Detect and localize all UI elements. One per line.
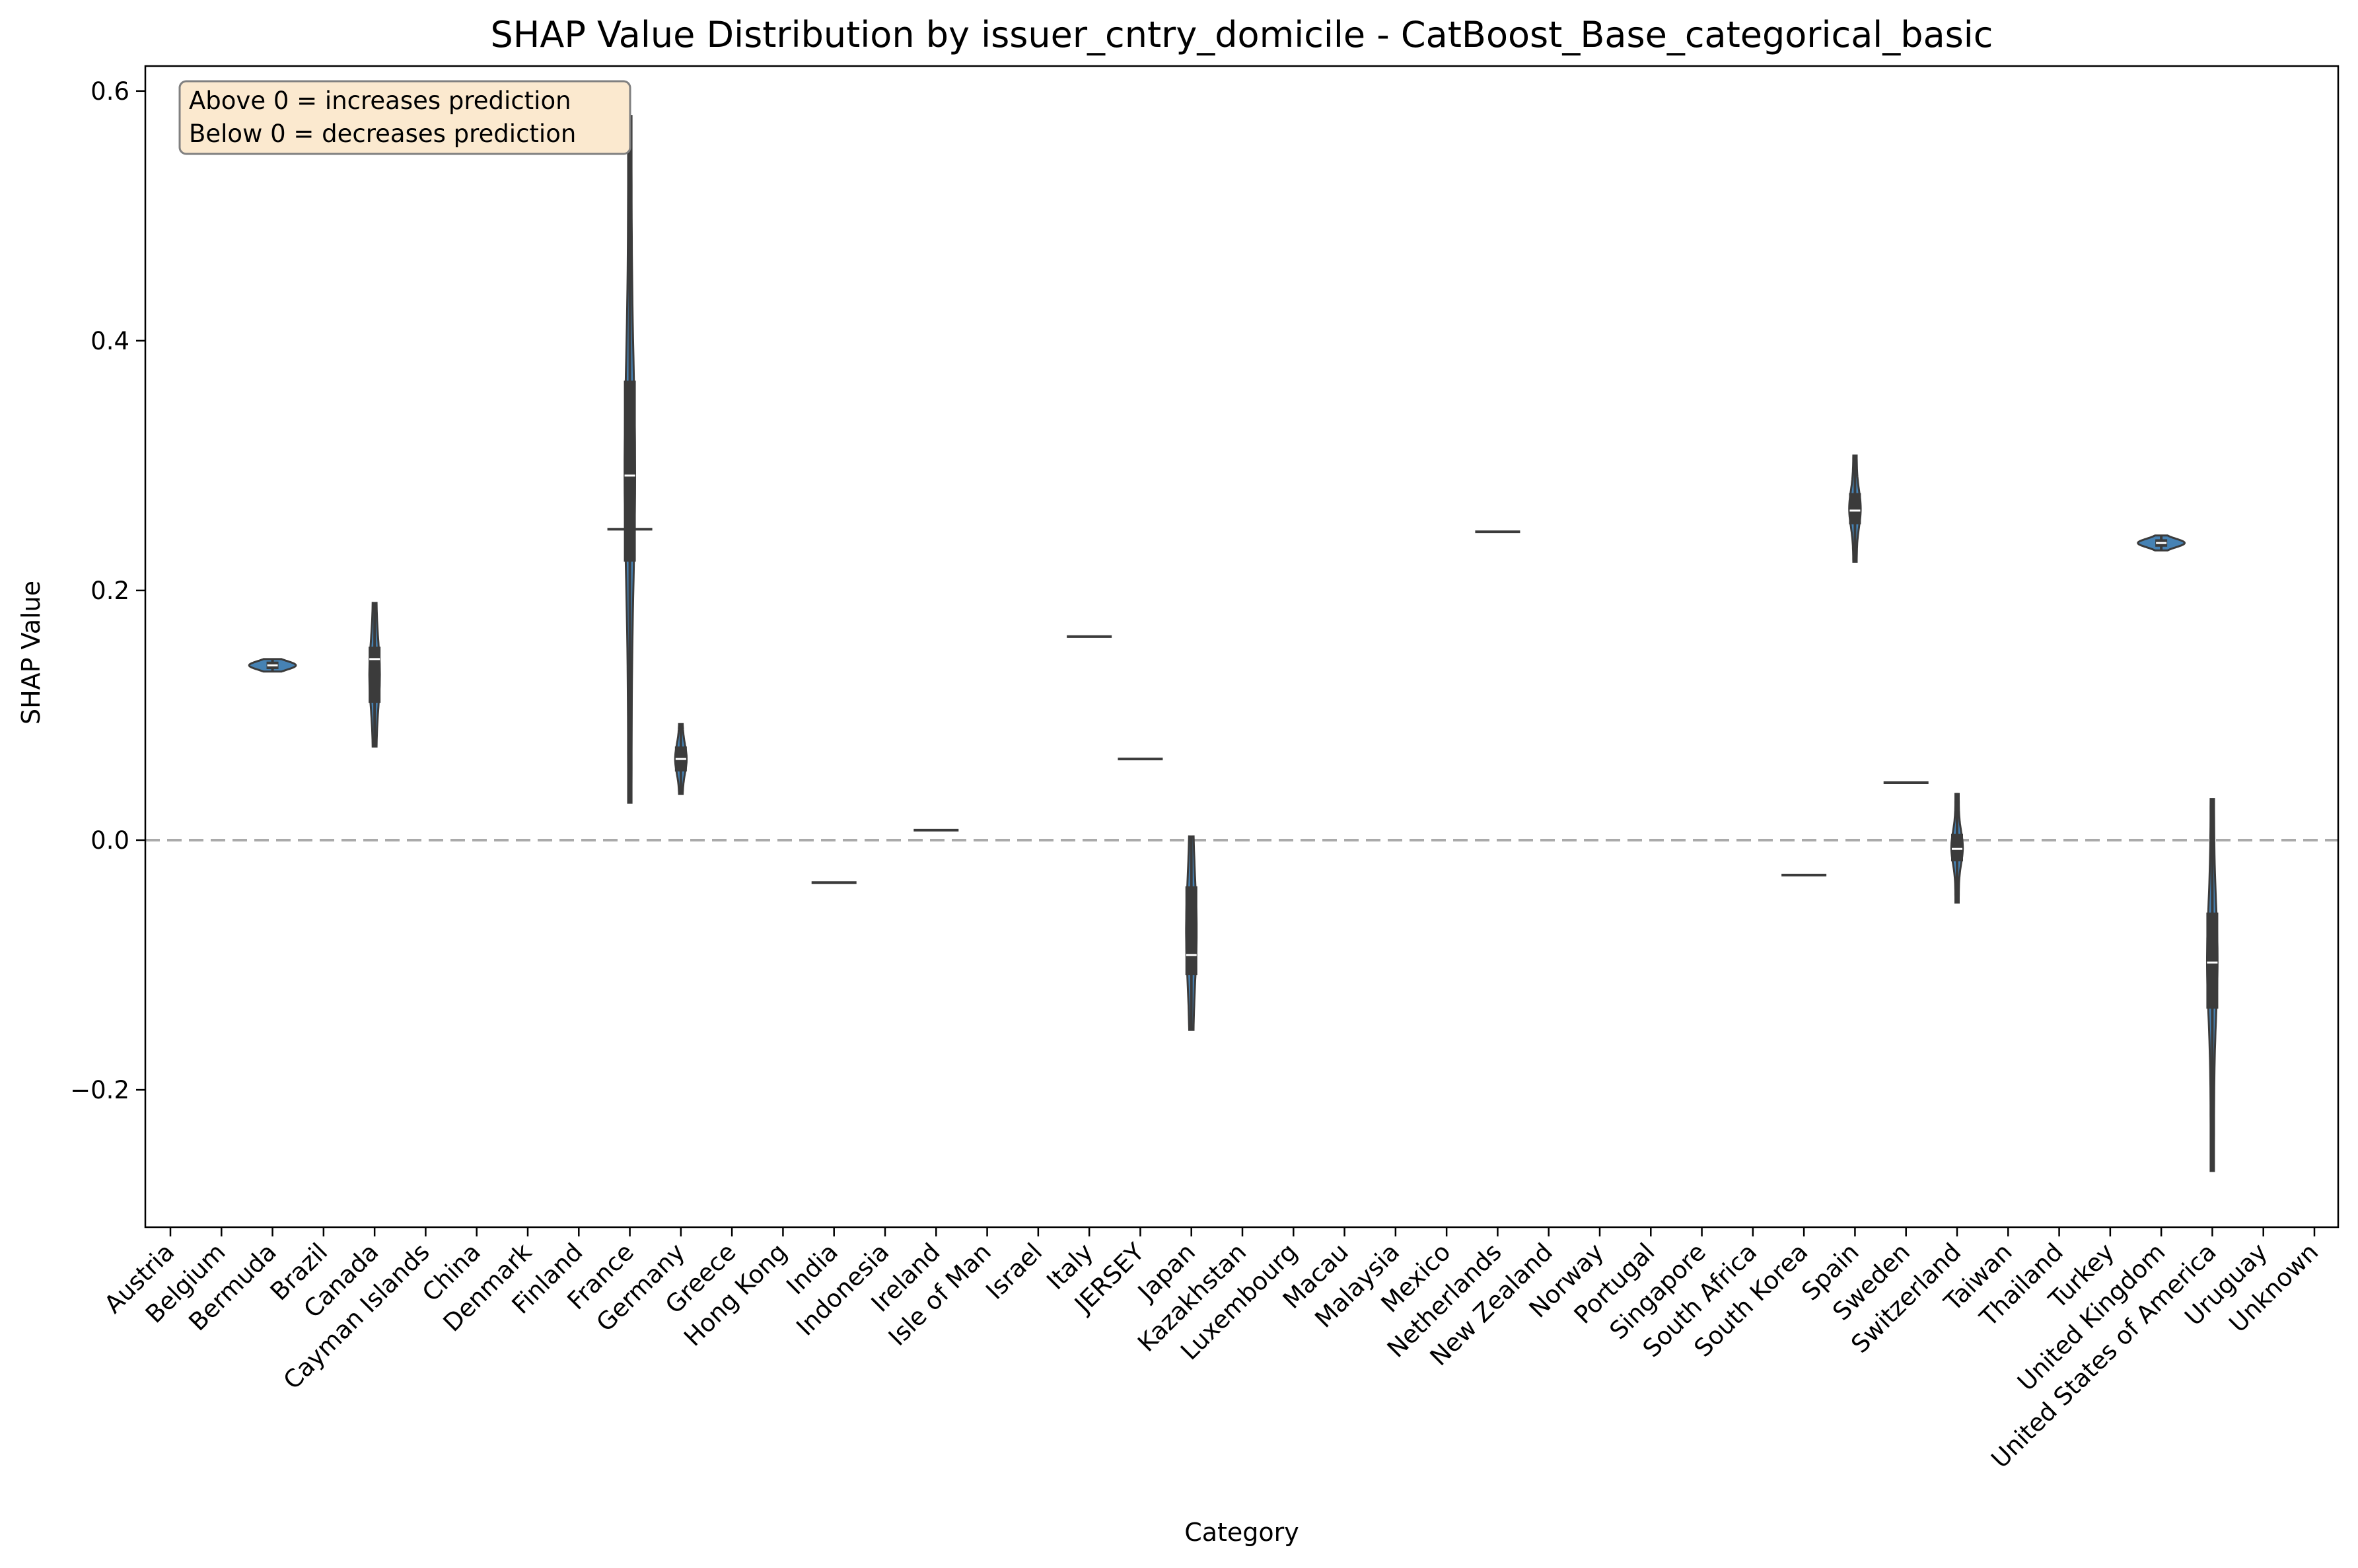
- violin-iqr-box: [1185, 886, 1197, 976]
- violin-iqr-box: [1951, 834, 1963, 862]
- plot-area: [145, 115, 2338, 1172]
- violin-iqr-box: [369, 647, 381, 703]
- annotation-box: Above 0 = increases prediction Below 0 =…: [178, 80, 631, 155]
- violin-iqr-box: [1849, 493, 1861, 524]
- y-tick-label: 0.0: [90, 826, 129, 855]
- annotation-line-below: Below 0 = decreases prediction: [189, 120, 576, 148]
- annotation-line-above: Above 0 = increases prediction: [189, 87, 571, 115]
- annotation-background: [178, 80, 631, 155]
- violin-iqr-box: [624, 380, 636, 562]
- plot-frame: [144, 65, 2340, 1229]
- chart-title: SHAP Value Distribution by issuer_cntry_…: [491, 14, 1993, 55]
- x-axis-label: Category: [1184, 1518, 1299, 1547]
- x-tick-label: Israel: [980, 1238, 1048, 1305]
- y-tick-label: 0.2: [90, 577, 129, 605]
- y-axis-label: SHAP Value: [17, 581, 46, 725]
- y-tick-label: 0.6: [90, 77, 129, 106]
- y-tick-label: 0.4: [90, 327, 129, 355]
- violin-iqr-box: [2206, 912, 2219, 1009]
- y-tick-label: −0.2: [70, 1076, 129, 1104]
